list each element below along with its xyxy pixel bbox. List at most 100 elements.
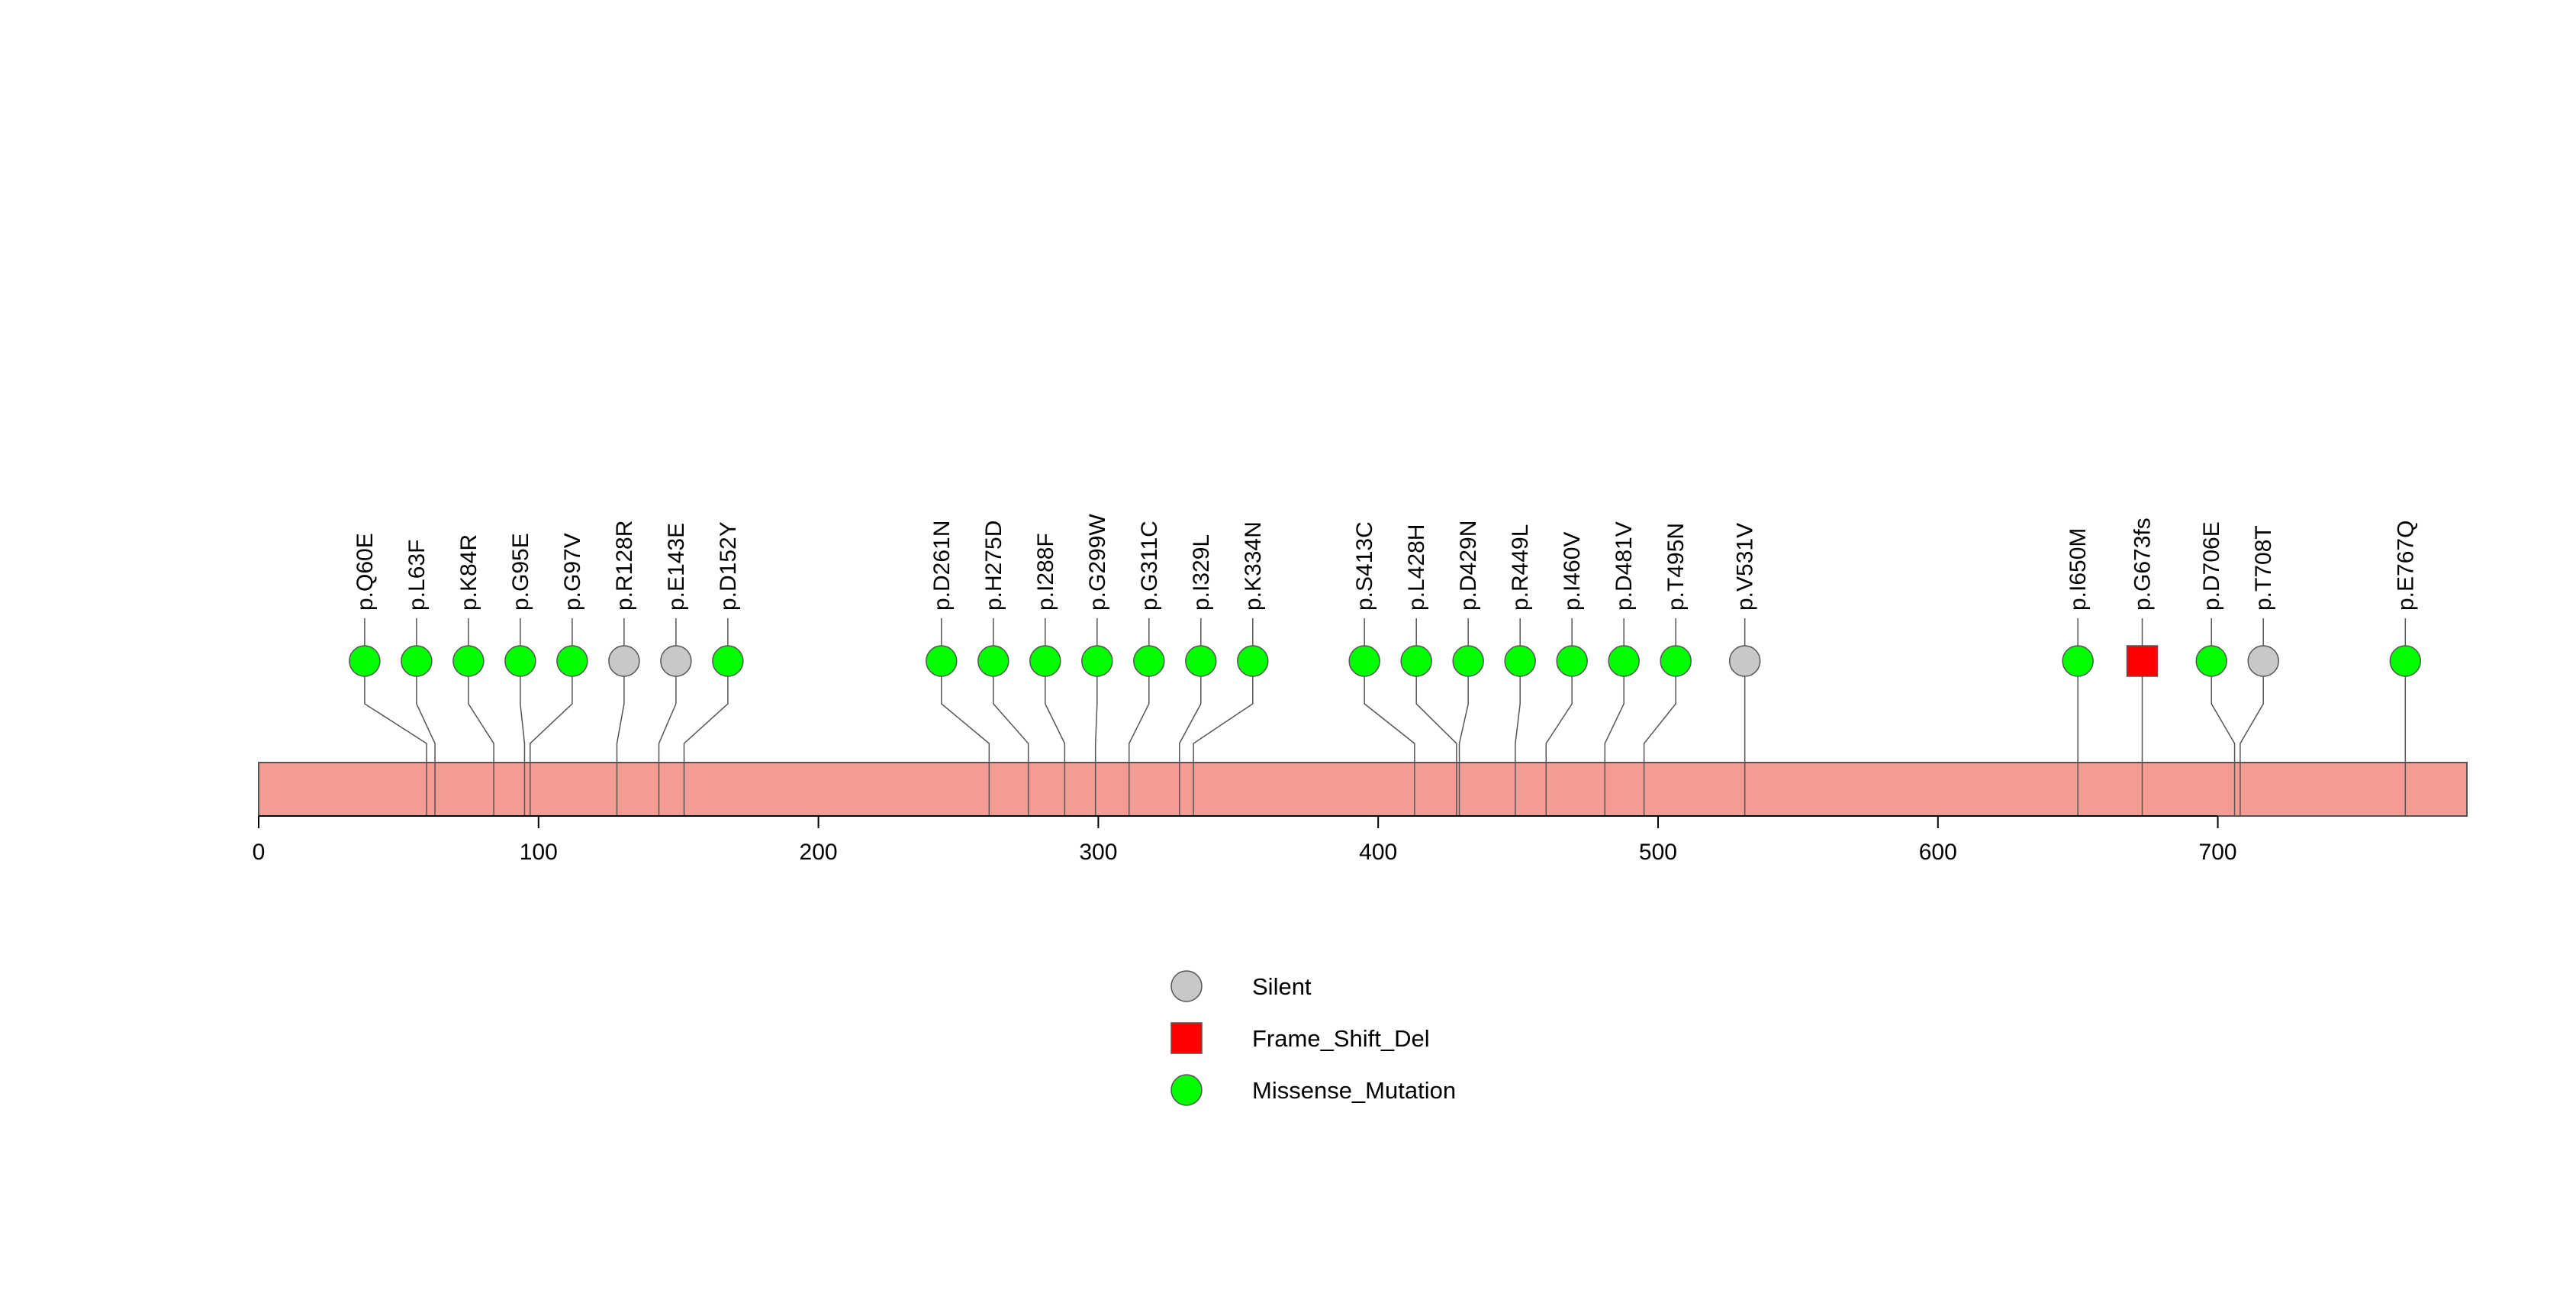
x-tick-label: 500	[1639, 840, 1677, 865]
mutation-label: p.T708T	[2251, 525, 2276, 611]
mutation-label: p.G311C	[1137, 521, 1162, 611]
connector-line	[520, 661, 526, 763]
mutation-label: p.I329L	[1189, 534, 1214, 611]
mutation-labels: p.Q60E p.L63F p.K84R p.G95E p.G97V p.R128R p.E…	[353, 514, 2418, 611]
mutation-label: p.V531V	[1733, 523, 1758, 611]
silent-marker	[2247, 645, 2279, 677]
mutation-label: p.I650M	[2066, 528, 2091, 611]
missense-marker	[1029, 645, 1061, 677]
mutation-markers	[349, 645, 2422, 677]
mutation-label: p.Q60E	[353, 533, 378, 611]
mutation-label: p.D706E	[2199, 521, 2224, 611]
position-marks	[426, 763, 2407, 816]
mutation-label: p.L63F	[404, 540, 430, 611]
missense-marker	[1504, 645, 1536, 677]
missense-marker	[452, 645, 485, 677]
mutation-label: p.G95E	[508, 533, 533, 611]
missense-marker	[556, 645, 588, 677]
mutation-label: p.D261N	[929, 521, 955, 611]
missense-marker	[401, 645, 433, 677]
connector-line	[1415, 661, 1457, 763]
missense-marker	[926, 645, 958, 677]
missense-marker	[349, 645, 381, 677]
x-axis: 0 100 200 300 400 500 600 700	[253, 815, 2237, 865]
connector-line	[1458, 661, 1469, 763]
legend-silent-symbol	[1170, 970, 1203, 1002]
mutation-label: p.G299W	[1085, 514, 1110, 611]
mutation-label: p.E143E	[664, 523, 689, 611]
connector-lines	[364, 618, 2407, 763]
protein-domain-bar	[258, 762, 2468, 817]
connector-line	[530, 661, 573, 763]
mutation-label: p.E767Q	[2393, 521, 2418, 611]
connector-line	[2211, 661, 2236, 763]
legend-frame-shift-symbol	[1170, 1022, 1203, 1054]
missense-marker	[2062, 645, 2094, 677]
x-tick-label: 400	[1359, 840, 1397, 865]
missense-marker	[1237, 645, 1269, 677]
missense-marker	[1185, 645, 1217, 677]
connector-line	[1045, 661, 1066, 763]
connector-line	[2240, 661, 2264, 763]
missense-marker	[1348, 645, 1380, 677]
x-tick-label: 200	[800, 840, 838, 865]
missense-marker	[504, 645, 536, 677]
mutation-label: p.R128R	[612, 521, 637, 611]
missense-marker	[977, 645, 1009, 677]
mutation-label: p.K84R	[456, 534, 481, 611]
connector-line	[1179, 661, 1202, 763]
missense-marker	[1452, 645, 1484, 677]
frame-shift-marker	[2126, 645, 2159, 677]
mutation-label: p.D429N	[1456, 521, 1481, 611]
silent-marker	[608, 645, 640, 677]
mutation-label: p.D152Y	[716, 521, 741, 611]
missense-marker	[712, 645, 744, 677]
connector-line	[993, 661, 1029, 763]
x-tick-label: 600	[1919, 840, 1957, 865]
connector-line	[1643, 661, 1676, 763]
missense-marker	[2389, 645, 2422, 677]
missense-marker	[1081, 645, 1113, 677]
mutation-label: p.D481V	[1612, 521, 1637, 611]
legend: Silent Frame_Shift_Del Missense_Mutation	[1170, 970, 1456, 1106]
mutation-label: p.H275D	[981, 521, 1006, 611]
mutation-label: p.T495N	[1663, 523, 1689, 611]
connector-line	[1515, 661, 1521, 763]
connector-line	[683, 661, 729, 763]
x-tick-label: 100	[520, 840, 558, 865]
connector-line	[616, 661, 625, 763]
legend-label: Silent	[1252, 973, 1312, 1000]
mutation-label: p.G97V	[560, 533, 585, 611]
x-tick-label: 0	[253, 840, 266, 865]
mutation-label: p.I288F	[1033, 533, 1058, 611]
mutation-label: p.R449L	[1508, 524, 1533, 611]
connector-line	[1545, 661, 1573, 763]
connector-line	[941, 661, 990, 763]
connector-line	[468, 661, 494, 763]
connector-line	[1193, 661, 1254, 763]
x-tick-label: 700	[2199, 840, 2237, 865]
connector-line	[1364, 661, 1415, 763]
legend-missense-symbol	[1170, 1074, 1203, 1106]
mutation-label: p.G673fs	[2130, 518, 2156, 611]
mutation-label: p.K334N	[1241, 521, 1266, 611]
connector-line	[364, 661, 427, 763]
missense-marker	[1133, 645, 1165, 677]
mutation-label: p.I460V	[1560, 532, 1585, 611]
connector-line	[1094, 661, 1098, 763]
missense-marker	[1608, 645, 1640, 677]
silent-marker	[660, 645, 692, 677]
missense-marker	[1660, 645, 1692, 677]
legend-label: Missense_Mutation	[1252, 1077, 1456, 1104]
silent-marker	[1728, 645, 1761, 677]
missense-marker	[2195, 645, 2227, 677]
missense-marker	[1556, 645, 1588, 677]
legend-label: Frame_Shift_Del	[1252, 1025, 1430, 1052]
missense-marker	[1400, 645, 1432, 677]
mutation-label: p.L428H	[1404, 524, 1429, 611]
connector-line	[1604, 661, 1624, 763]
connector-line	[1128, 661, 1150, 763]
x-tick-label: 300	[1079, 840, 1117, 865]
mutation-label: p.S413C	[1352, 521, 1377, 611]
